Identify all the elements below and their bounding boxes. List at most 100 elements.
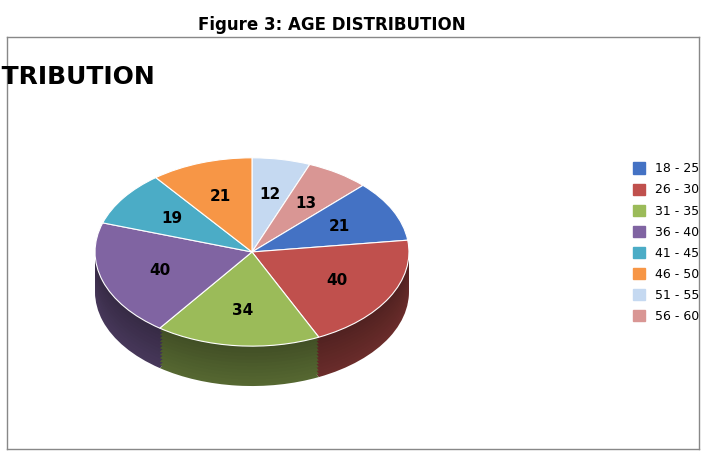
Wedge shape bbox=[160, 268, 319, 363]
Wedge shape bbox=[95, 263, 252, 368]
Wedge shape bbox=[156, 161, 252, 255]
Wedge shape bbox=[160, 285, 319, 379]
Wedge shape bbox=[160, 275, 319, 370]
Wedge shape bbox=[156, 164, 252, 259]
Wedge shape bbox=[156, 191, 252, 285]
Text: 12: 12 bbox=[260, 187, 281, 202]
Wedge shape bbox=[95, 243, 252, 348]
Wedge shape bbox=[252, 218, 407, 285]
Wedge shape bbox=[252, 178, 310, 272]
Wedge shape bbox=[102, 197, 252, 272]
Wedge shape bbox=[95, 253, 252, 358]
Wedge shape bbox=[252, 244, 409, 340]
Wedge shape bbox=[252, 222, 407, 289]
Wedge shape bbox=[102, 187, 252, 262]
Wedge shape bbox=[252, 194, 310, 289]
Wedge shape bbox=[252, 270, 409, 367]
Wedge shape bbox=[156, 181, 252, 275]
Wedge shape bbox=[160, 282, 319, 376]
Wedge shape bbox=[156, 194, 252, 289]
Wedge shape bbox=[95, 229, 252, 335]
Text: 21: 21 bbox=[210, 189, 231, 204]
Wedge shape bbox=[252, 189, 407, 255]
Wedge shape bbox=[252, 204, 363, 292]
Wedge shape bbox=[252, 205, 407, 272]
Wedge shape bbox=[252, 215, 407, 282]
Wedge shape bbox=[95, 246, 252, 351]
Wedge shape bbox=[160, 265, 319, 360]
Wedge shape bbox=[95, 223, 252, 328]
Wedge shape bbox=[252, 191, 363, 278]
Wedge shape bbox=[252, 277, 409, 374]
Wedge shape bbox=[252, 253, 409, 350]
Wedge shape bbox=[252, 178, 363, 265]
Wedge shape bbox=[252, 212, 407, 278]
Wedge shape bbox=[252, 247, 409, 344]
Wedge shape bbox=[160, 278, 319, 373]
Wedge shape bbox=[252, 188, 363, 275]
Wedge shape bbox=[102, 211, 252, 285]
Wedge shape bbox=[252, 161, 310, 255]
Wedge shape bbox=[95, 226, 252, 332]
Wedge shape bbox=[156, 185, 252, 278]
Text: 34: 34 bbox=[232, 303, 253, 317]
Text: 40: 40 bbox=[149, 262, 170, 278]
Wedge shape bbox=[252, 164, 363, 252]
Wedge shape bbox=[252, 250, 409, 347]
Wedge shape bbox=[252, 240, 409, 337]
Wedge shape bbox=[252, 158, 310, 252]
Wedge shape bbox=[252, 192, 407, 259]
Wedge shape bbox=[252, 280, 409, 377]
Wedge shape bbox=[156, 174, 252, 268]
Wedge shape bbox=[95, 233, 252, 338]
Wedge shape bbox=[252, 181, 310, 275]
Wedge shape bbox=[252, 191, 310, 285]
Wedge shape bbox=[156, 168, 252, 262]
Wedge shape bbox=[102, 201, 252, 275]
Wedge shape bbox=[102, 184, 252, 259]
Wedge shape bbox=[156, 158, 252, 252]
Wedge shape bbox=[252, 171, 363, 259]
Wedge shape bbox=[252, 185, 310, 278]
Text: 21: 21 bbox=[329, 219, 350, 234]
Wedge shape bbox=[252, 209, 407, 275]
Wedge shape bbox=[252, 168, 310, 262]
Wedge shape bbox=[252, 181, 363, 268]
Wedge shape bbox=[95, 240, 252, 345]
Wedge shape bbox=[160, 259, 319, 353]
Wedge shape bbox=[252, 198, 363, 285]
Wedge shape bbox=[95, 259, 252, 365]
Wedge shape bbox=[252, 174, 363, 262]
Wedge shape bbox=[160, 255, 319, 349]
Wedge shape bbox=[252, 168, 363, 255]
Wedge shape bbox=[102, 181, 252, 255]
Wedge shape bbox=[252, 267, 409, 364]
Wedge shape bbox=[252, 174, 310, 268]
Wedge shape bbox=[102, 194, 252, 268]
Wedge shape bbox=[252, 273, 409, 371]
Wedge shape bbox=[102, 207, 252, 282]
Wedge shape bbox=[102, 191, 252, 265]
Wedge shape bbox=[95, 250, 252, 355]
Wedge shape bbox=[156, 178, 252, 272]
Wedge shape bbox=[252, 201, 363, 289]
Wedge shape bbox=[160, 272, 319, 366]
Text: 19: 19 bbox=[162, 211, 183, 226]
Wedge shape bbox=[252, 263, 409, 360]
Wedge shape bbox=[252, 225, 407, 292]
Text: 13: 13 bbox=[295, 196, 316, 211]
Wedge shape bbox=[102, 218, 252, 292]
Wedge shape bbox=[95, 256, 252, 361]
Text: AGE DISTRIBUTION: AGE DISTRIBUTION bbox=[0, 65, 155, 89]
Wedge shape bbox=[252, 164, 310, 259]
Legend: 18 - 25, 26 - 30, 31 - 35, 36 - 40, 41 - 45, 46 - 50, 51 - 55, 56 - 60: 18 - 25, 26 - 30, 31 - 35, 36 - 40, 41 -… bbox=[633, 162, 700, 323]
Wedge shape bbox=[102, 214, 252, 289]
Text: 40: 40 bbox=[327, 273, 348, 288]
Wedge shape bbox=[252, 185, 407, 252]
Wedge shape bbox=[102, 204, 252, 278]
Wedge shape bbox=[95, 236, 252, 342]
Wedge shape bbox=[252, 196, 407, 262]
Wedge shape bbox=[102, 178, 252, 252]
Wedge shape bbox=[156, 171, 252, 265]
Wedge shape bbox=[252, 171, 310, 265]
